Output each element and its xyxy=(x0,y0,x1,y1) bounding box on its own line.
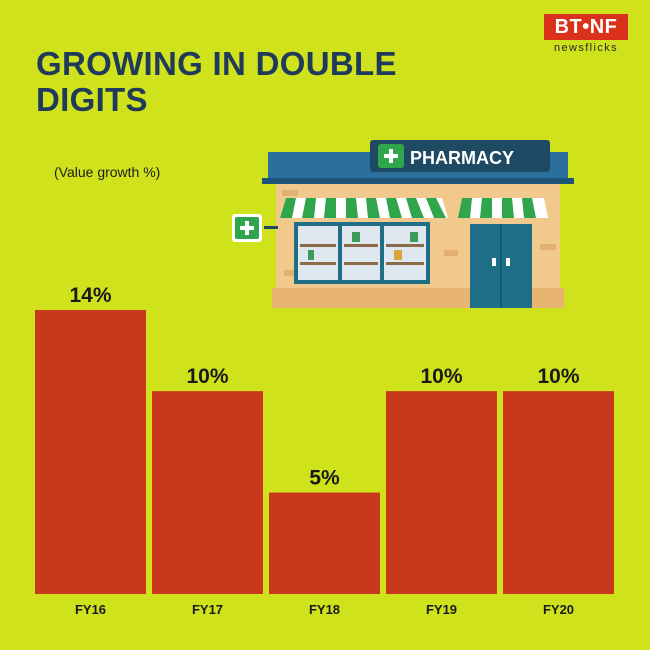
category-label-fy16: FY16 xyxy=(75,602,106,617)
bar-fy17 xyxy=(152,391,263,594)
pharmacy-sign-text: PHARMACY xyxy=(410,148,514,168)
category-label-fy20: FY20 xyxy=(543,602,574,617)
chart-title: GROWING IN DOUBLE DIGITS xyxy=(36,45,397,118)
brand-logo-subtext: newsflicks xyxy=(553,42,619,54)
bars-group xyxy=(35,310,614,594)
value-labels-group: 14% 10% 5% 10% 10% xyxy=(69,284,579,490)
category-label-fy19: FY19 xyxy=(426,602,457,617)
value-label-fy20: 10% xyxy=(537,365,579,388)
category-label-fy17: FY17 xyxy=(192,602,223,617)
brand-logo-text: BT•NF xyxy=(544,14,628,40)
value-label-fy16: 14% xyxy=(69,284,111,307)
bar-fy18 xyxy=(269,492,380,594)
pharmacy-store-illustration: PHARMACY xyxy=(232,140,574,308)
y-axis-label: (Value growth %) xyxy=(54,164,161,180)
brand-logo: BT•NF newsflicks xyxy=(544,14,628,58)
value-label-fy18: 5% xyxy=(309,467,340,490)
category-labels-group: FY16 FY17 FY18 FY19 FY20 xyxy=(75,602,574,617)
bar-fy16 xyxy=(35,310,146,594)
category-label-fy18: FY18 xyxy=(309,602,340,617)
bar-fy20 xyxy=(503,391,614,594)
value-label-fy17: 10% xyxy=(186,365,228,388)
bar-fy19 xyxy=(386,391,497,594)
value-label-fy19: 10% xyxy=(420,365,462,388)
